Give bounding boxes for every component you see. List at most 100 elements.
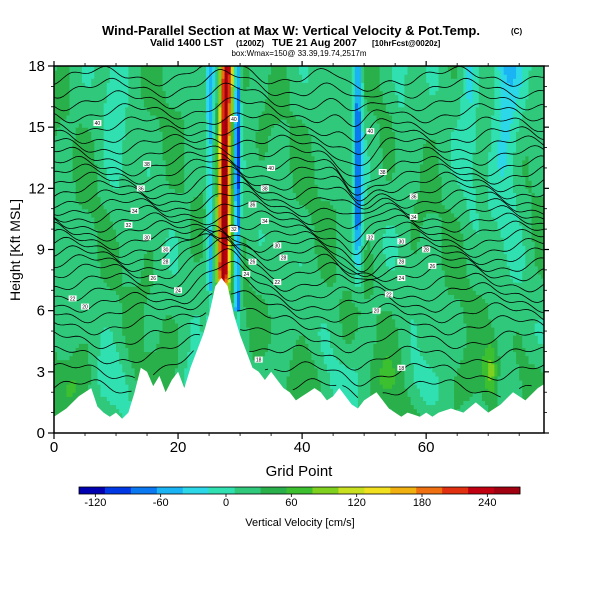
field-cell <box>209 253 213 259</box>
field-cell <box>199 331 204 336</box>
field-cell <box>212 78 216 83</box>
field-cell <box>165 78 170 83</box>
field-cell <box>171 208 176 214</box>
field-cell <box>159 339 164 344</box>
field-cell <box>171 143 176 149</box>
field-cell <box>54 294 58 300</box>
field-cell <box>57 151 61 157</box>
field-cell <box>94 94 99 100</box>
field-cell <box>150 286 154 291</box>
field-cell <box>143 351 148 357</box>
field-cell <box>134 237 139 242</box>
field-cell <box>174 147 179 153</box>
field-cell <box>137 143 142 149</box>
field-cell <box>181 98 185 104</box>
field-cell <box>66 253 71 259</box>
field-cell <box>165 322 170 328</box>
field-cell <box>112 143 117 149</box>
field-cell <box>91 212 95 218</box>
field-cell <box>119 180 123 185</box>
field-cell <box>60 400 64 406</box>
field-cell <box>72 314 77 320</box>
field-cell <box>109 412 114 418</box>
field-cell <box>54 127 58 132</box>
field-cell <box>150 359 154 365</box>
field-cell <box>168 371 173 377</box>
field-cell <box>187 94 192 100</box>
field-cell <box>140 163 145 169</box>
field-cell <box>60 225 64 230</box>
chart-title: Wind-Parallel Section at Max W: Vertical… <box>102 23 480 38</box>
field-cell <box>190 314 195 320</box>
field-cell <box>193 326 198 332</box>
field-cell <box>57 339 61 344</box>
field-cell <box>106 155 111 161</box>
field-cell <box>190 82 195 87</box>
field-cell <box>153 261 157 267</box>
field-cell <box>190 151 195 157</box>
field-cell <box>147 94 151 100</box>
field-cell <box>103 404 108 410</box>
field-cell <box>140 294 145 300</box>
field-cell <box>100 123 105 128</box>
field-cell <box>159 147 164 153</box>
field-cell <box>212 249 216 255</box>
field-cell <box>171 184 176 189</box>
field-cell <box>116 220 120 226</box>
field-cell <box>85 388 89 393</box>
field-cell <box>187 82 192 87</box>
field-cell <box>156 359 161 365</box>
field-cell <box>131 269 136 275</box>
field-cell <box>209 273 213 279</box>
field-cell <box>209 119 213 124</box>
field-cell <box>88 363 92 369</box>
field-cell <box>128 147 133 153</box>
field-cell <box>60 151 64 157</box>
field-cell <box>122 143 126 149</box>
field-cell <box>69 163 74 169</box>
field-cell <box>100 278 105 283</box>
field-cell <box>119 371 123 377</box>
field-cell <box>174 196 179 202</box>
field-cell <box>125 167 130 173</box>
field-cell <box>88 204 92 210</box>
field-cell <box>178 163 182 169</box>
field-cell <box>60 106 64 112</box>
field-cell <box>184 371 188 377</box>
field-cell <box>116 273 120 279</box>
field-cell <box>199 265 204 271</box>
field-cell <box>134 212 139 218</box>
field-cell <box>78 392 83 397</box>
field-cell <box>63 208 67 214</box>
field-cell <box>178 127 182 132</box>
field-cell <box>184 163 188 169</box>
field-cell <box>88 245 92 251</box>
field-cell <box>174 241 179 247</box>
field-cell <box>60 135 64 140</box>
field-cell <box>212 220 216 226</box>
field-cell <box>140 355 145 361</box>
field-cell <box>137 123 142 128</box>
field-cell <box>162 302 167 308</box>
field-cell <box>165 355 170 361</box>
field-cell <box>54 119 58 124</box>
field-cell <box>100 212 105 218</box>
field-cell <box>60 355 64 361</box>
field-cell <box>72 66 77 71</box>
field-cell <box>131 200 136 206</box>
field-cell <box>171 261 176 267</box>
field-cell <box>75 147 80 153</box>
field-cell <box>106 302 111 308</box>
field-cell <box>78 135 83 140</box>
field-cell <box>122 294 126 300</box>
field-cell <box>162 253 167 259</box>
field-cell <box>184 90 188 96</box>
field-cell <box>78 286 83 291</box>
field-cell <box>165 339 170 344</box>
field-cell <box>116 172 120 177</box>
field-cell <box>147 249 151 255</box>
field-cell <box>168 220 173 226</box>
field-cell <box>205 314 210 320</box>
field-cell <box>147 371 151 377</box>
field-cell <box>159 257 164 263</box>
